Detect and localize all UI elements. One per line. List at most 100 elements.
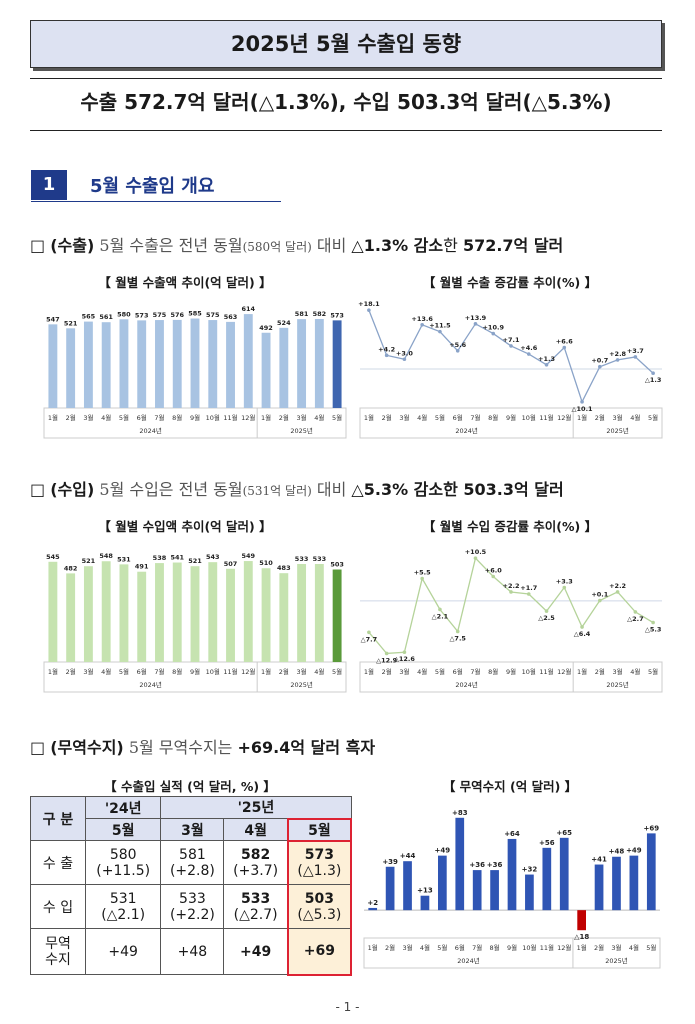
data-point xyxy=(598,364,602,369)
x-tick-label: 8월 xyxy=(488,667,498,676)
data-label: △10.1 xyxy=(572,405,594,413)
bar xyxy=(559,837,569,911)
data-label: △12.6 xyxy=(394,655,416,663)
data-label: △7.7 xyxy=(361,635,378,643)
bar xyxy=(420,895,430,911)
export-change: △1.3% 감소 xyxy=(351,236,444,255)
axis-frame xyxy=(363,937,661,969)
x-tick-label: 3월 xyxy=(613,667,623,676)
x-tick-label: 1월 xyxy=(368,943,378,952)
cell: 533 (△2.7) xyxy=(223,884,289,929)
bar xyxy=(226,568,235,662)
cell: +48 xyxy=(160,928,225,975)
data-point xyxy=(580,625,584,629)
data-label: 503 xyxy=(330,561,344,569)
x-tick-label: 4월 xyxy=(629,943,639,952)
data-point xyxy=(473,556,478,560)
x-tick-label: 10월 xyxy=(522,413,536,422)
export-growth-chart: 1월 2월 3월 4월 5월 6월 7월 8월 9월 10월 11월 12월 1월 2월 3월 4월 5월 202… xyxy=(358,300,663,439)
x-tick-label: 12월 xyxy=(557,413,571,422)
bar xyxy=(385,866,395,911)
data-label: △2.7 xyxy=(627,615,644,623)
data-point xyxy=(438,607,442,612)
balance-text: 5월 무역수지는 xyxy=(123,738,238,757)
x-tick-label: 9월 xyxy=(506,413,516,422)
cell: +49 xyxy=(84,928,162,975)
data-point xyxy=(615,358,620,362)
x-tick-label: 1월 xyxy=(364,667,374,676)
data-label: +0.1 xyxy=(591,591,608,599)
data-label: +41 xyxy=(591,856,607,864)
data-label: △6.4 xyxy=(574,630,591,638)
data-point xyxy=(598,598,602,603)
data-point xyxy=(526,352,531,356)
data-label: +4.6 xyxy=(520,344,537,352)
export-amount-chart-title: 【 월별 수출액 추이(억 달러) 】 xyxy=(98,275,272,290)
data-point xyxy=(455,629,460,634)
x-tick-label: 5월 xyxy=(435,413,445,422)
bar xyxy=(261,568,271,662)
row-label: 수 입 xyxy=(30,884,86,929)
x-tick-label: 2월 xyxy=(279,667,289,676)
x-tick-label: 3월 xyxy=(399,413,409,422)
cell-value: 531 xyxy=(109,890,137,907)
bar xyxy=(629,855,639,911)
data-label: +65 xyxy=(556,829,572,837)
import-prev: (531억 달러) xyxy=(242,484,312,498)
divider-top xyxy=(30,78,662,79)
trade-balance-chart: 1월 2월 3월 4월 5월 6월 7월 8월 9월 10월 11월 12월 1월 2월 3월 4월 5월 202… xyxy=(363,809,661,969)
x-tick-label: 3월 xyxy=(297,667,307,676)
data-label: +13 xyxy=(417,887,433,895)
bar xyxy=(332,569,342,662)
bar xyxy=(190,566,200,662)
bar xyxy=(155,320,164,408)
bar xyxy=(542,847,552,911)
year-label: 2024년 xyxy=(139,680,162,689)
data-point xyxy=(384,651,389,656)
x-tick-label: 4월 xyxy=(314,413,324,422)
x-tick-label: 4월 xyxy=(101,667,111,676)
x-tick-label: 5월 xyxy=(437,943,447,952)
bar xyxy=(646,833,656,911)
month-header-highlight: 5월 xyxy=(286,817,353,842)
bar xyxy=(314,318,324,408)
year-label: 2025년 xyxy=(606,426,629,435)
import-bullet: □ (수입) 5월 수입은 전년 동월(531억 달러) 대비 △5.3% 감소… xyxy=(30,476,670,500)
cell-value: 573 xyxy=(304,846,335,863)
x-tick-label: 4월 xyxy=(101,413,111,422)
x-tick-label: 12월 xyxy=(241,413,255,422)
import-label: (수입) xyxy=(50,480,95,499)
year-label: 2024년 xyxy=(455,680,478,689)
x-tick-label: 4월 xyxy=(420,943,430,952)
data-label: 538 xyxy=(153,554,167,562)
data-point xyxy=(509,590,513,594)
data-label: +2.8 xyxy=(609,350,626,358)
data-label: +49 xyxy=(626,847,642,855)
bullet-box: □ xyxy=(30,738,46,757)
bar xyxy=(490,870,499,911)
cell-value: 582 xyxy=(241,846,271,863)
bar xyxy=(101,322,111,408)
page-number: - 1 - xyxy=(335,1000,360,1014)
data-label: +10.9 xyxy=(482,324,504,332)
x-tick-label: 5월 xyxy=(648,413,658,422)
year-label: 2025년 xyxy=(290,426,313,435)
year-25-header: '25년 xyxy=(160,796,352,819)
import-text-2: 대비 xyxy=(311,480,352,499)
data-label: 580 xyxy=(117,310,131,318)
bullet-box: □ xyxy=(30,236,46,255)
data-label: +36 xyxy=(487,861,503,869)
bar xyxy=(612,856,621,911)
bar xyxy=(279,573,289,662)
x-tick-label: 4월 xyxy=(417,413,427,422)
cell-value: +49 xyxy=(108,943,138,960)
bar xyxy=(297,563,307,662)
data-label: +32 xyxy=(522,866,538,874)
data-point xyxy=(491,574,496,579)
data-label: +3.0 xyxy=(396,349,413,357)
data-point xyxy=(509,344,513,348)
x-tick-label: 7월 xyxy=(470,667,480,676)
x-tick-label: 9월 xyxy=(507,943,517,952)
bar xyxy=(101,561,111,662)
x-tick-label: 1월 xyxy=(577,667,587,676)
